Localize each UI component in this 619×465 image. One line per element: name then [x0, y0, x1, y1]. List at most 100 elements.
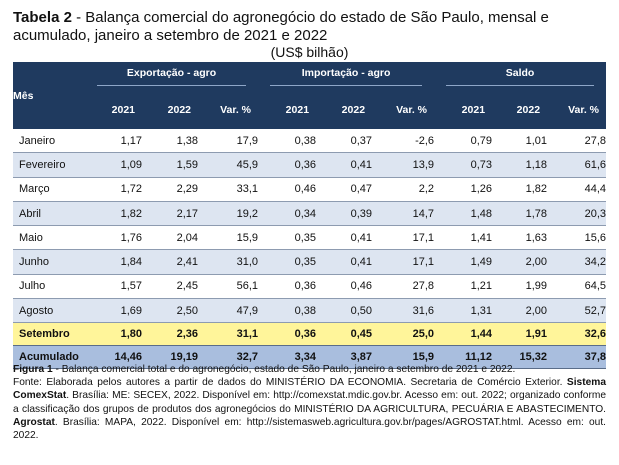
subheader: 2022: [492, 91, 548, 129]
value-cell: 17,1: [372, 225, 435, 251]
value-cell: -2,6: [372, 129, 435, 154]
value-cell: 14,46: [85, 345, 142, 370]
value-cell: 1,18: [492, 152, 548, 178]
month-cell: Acumulado: [13, 345, 85, 370]
value-cell: 47,9: [198, 298, 259, 324]
table-row: Março 1,72 2,29 33,1 0,46 0,47 2,2 1,26 1,82 44,4: [13, 177, 607, 202]
subheader: Var. %: [372, 91, 435, 129]
value-cell: 11,12: [434, 345, 493, 370]
value-cell: 2,29: [142, 177, 198, 202]
value-cell: 1,76: [85, 225, 142, 251]
table-row: Fevereiro 1,09 1,59 45,9 0,36 0,41 13,9 0,73 1,1…: [13, 152, 607, 178]
value-cell: 20,3: [547, 201, 607, 227]
value-cell: 19,19: [142, 345, 198, 370]
subheader: Var. %: [547, 91, 607, 129]
month-header: Mês: [13, 62, 85, 129]
month-cell: Janeiro: [13, 129, 85, 154]
value-cell: 0,34: [258, 201, 317, 227]
value-cell: 15,6: [547, 225, 607, 251]
value-cell: 56,1: [198, 274, 259, 300]
value-cell: 25,0: [372, 322, 435, 346]
month-cell: Setembro: [13, 322, 85, 346]
value-cell: 1,21: [434, 274, 493, 300]
source-agrostat: Agrostat: [13, 416, 55, 428]
value-cell: 31,0: [198, 249, 259, 275]
value-cell: 32,7: [198, 345, 259, 370]
value-cell: 1,17: [85, 129, 142, 154]
value-cell: 1,84: [85, 249, 142, 275]
value-cell: 2,50: [142, 298, 198, 324]
value-cell: 15,9: [198, 225, 259, 251]
source-comexstat: Sistema ComexStat: [13, 377, 606, 402]
value-cell: 0,38: [258, 129, 317, 154]
value-cell: 1,59: [142, 152, 198, 178]
value-cell: 0,38: [258, 298, 317, 324]
value-cell: 0,41: [316, 249, 373, 275]
table-row: Junho 1,84 2,41 31,0 0,35 0,41 17,1 1,49 2,00 34,…: [13, 249, 607, 275]
value-cell: 17,9: [198, 129, 259, 154]
value-cell: 0,37: [316, 129, 373, 154]
value-cell: 52,7: [547, 298, 607, 324]
value-cell: 32,6: [547, 322, 607, 346]
value-cell: 44,4: [547, 177, 607, 202]
value-cell: 31,1: [198, 322, 259, 346]
value-cell: 0,35: [258, 225, 317, 251]
total-row: Acumulado 14,46 19,19 32,7 3,34 3,87 15,9 11,12…: [13, 345, 607, 370]
value-cell: 1,82: [85, 201, 142, 227]
group-header-export: Exportação - agro: [85, 62, 259, 91]
value-cell: 0,36: [258, 152, 317, 178]
source-text: . Brasília: ME: SECEX, 2022. Disponível …: [13, 390, 606, 415]
value-cell: 2,41: [142, 249, 198, 275]
value-cell: 1,57: [85, 274, 142, 300]
table-title-text: - Balança comercial do agronegócio do es…: [13, 9, 549, 44]
value-cell: 2,36: [142, 322, 198, 346]
value-cell: 0,35: [258, 249, 317, 275]
value-cell: 0,45: [316, 322, 373, 346]
subheader: 2021: [258, 91, 317, 129]
table-row: Janeiro 1,17 1,38 17,9 0,38 0,37 -2,6 0,79 1,01 2…: [13, 129, 607, 154]
table-row: Julho 1,57 2,45 56,1 0,36 0,46 27,8 1,21 1,99 64,…: [13, 274, 607, 300]
subheader: 2021: [85, 91, 142, 129]
value-cell: 0,36: [258, 274, 317, 300]
value-cell: 64,5: [547, 274, 607, 300]
value-cell: 3,87: [316, 345, 373, 370]
value-cell: 0,46: [258, 177, 317, 202]
value-cell: 1,09: [85, 152, 142, 178]
value-cell: 13,9: [372, 152, 435, 178]
value-cell: 1,72: [85, 177, 142, 202]
value-cell: 0,50: [316, 298, 373, 324]
value-cell: 0,79: [434, 129, 493, 154]
subheader: Var. %: [198, 91, 259, 129]
value-cell: 15,32: [492, 345, 548, 370]
table-row: Agosto 1,69 2,50 47,9 0,38 0,50 31,6 1,31 2,00 52…: [13, 298, 607, 324]
value-cell: 0,46: [316, 274, 373, 300]
value-cell: 1,99: [492, 274, 548, 300]
value-cell: 3,34: [258, 345, 317, 370]
subheader: 2022: [142, 91, 198, 129]
value-cell: 1,49: [434, 249, 493, 275]
value-cell: 0,41: [316, 225, 373, 251]
value-cell: 17,1: [372, 249, 435, 275]
value-cell: 1,63: [492, 225, 548, 251]
value-cell: 19,2: [198, 201, 259, 227]
value-cell: 0,39: [316, 201, 373, 227]
subheader: 2022: [316, 91, 373, 129]
value-cell: 34,2: [547, 249, 607, 275]
month-cell: Maio: [13, 225, 85, 251]
value-cell: 1,82: [492, 177, 548, 202]
highlight-row: Setembro 1,80 2,36 31,1 0,36 0,45 25,0 1,44 1,91…: [13, 322, 607, 346]
value-cell: 1,44: [434, 322, 493, 346]
month-cell: Abril: [13, 201, 85, 227]
month-cell: Março: [13, 177, 85, 202]
month-cell: Agosto: [13, 298, 85, 324]
value-cell: 2,17: [142, 201, 198, 227]
value-cell: 1,31: [434, 298, 493, 324]
value-cell: 0,73: [434, 152, 493, 178]
figure-label: Figura 1: [13, 364, 53, 375]
value-cell: 1,41: [434, 225, 493, 251]
table-row: Abril 1,82 2,17 19,2 0,34 0,39 14,7 1,48 1,78 20,…: [13, 201, 607, 227]
value-cell: 27,8: [372, 274, 435, 300]
value-cell: 1,38: [142, 129, 198, 154]
table-notes: Figura 1 - Balança comercial total e do …: [13, 363, 606, 442]
unit-label: (US$ bilhão): [270, 44, 349, 60]
